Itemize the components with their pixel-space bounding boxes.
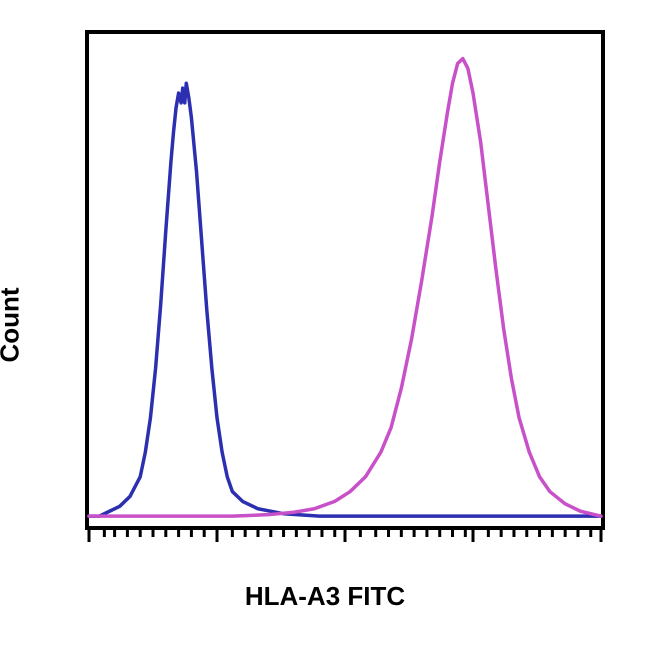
series-stained: [89, 59, 601, 517]
x-axis-label: HLA-A3 FITC: [245, 581, 405, 612]
y-axis-label: Count: [0, 287, 26, 362]
plot-svg: [89, 34, 601, 542]
series-control: [89, 83, 601, 516]
flow-cytometry-histogram: Count HLA-A3 FITC: [0, 0, 650, 650]
plot-area: [85, 30, 605, 530]
